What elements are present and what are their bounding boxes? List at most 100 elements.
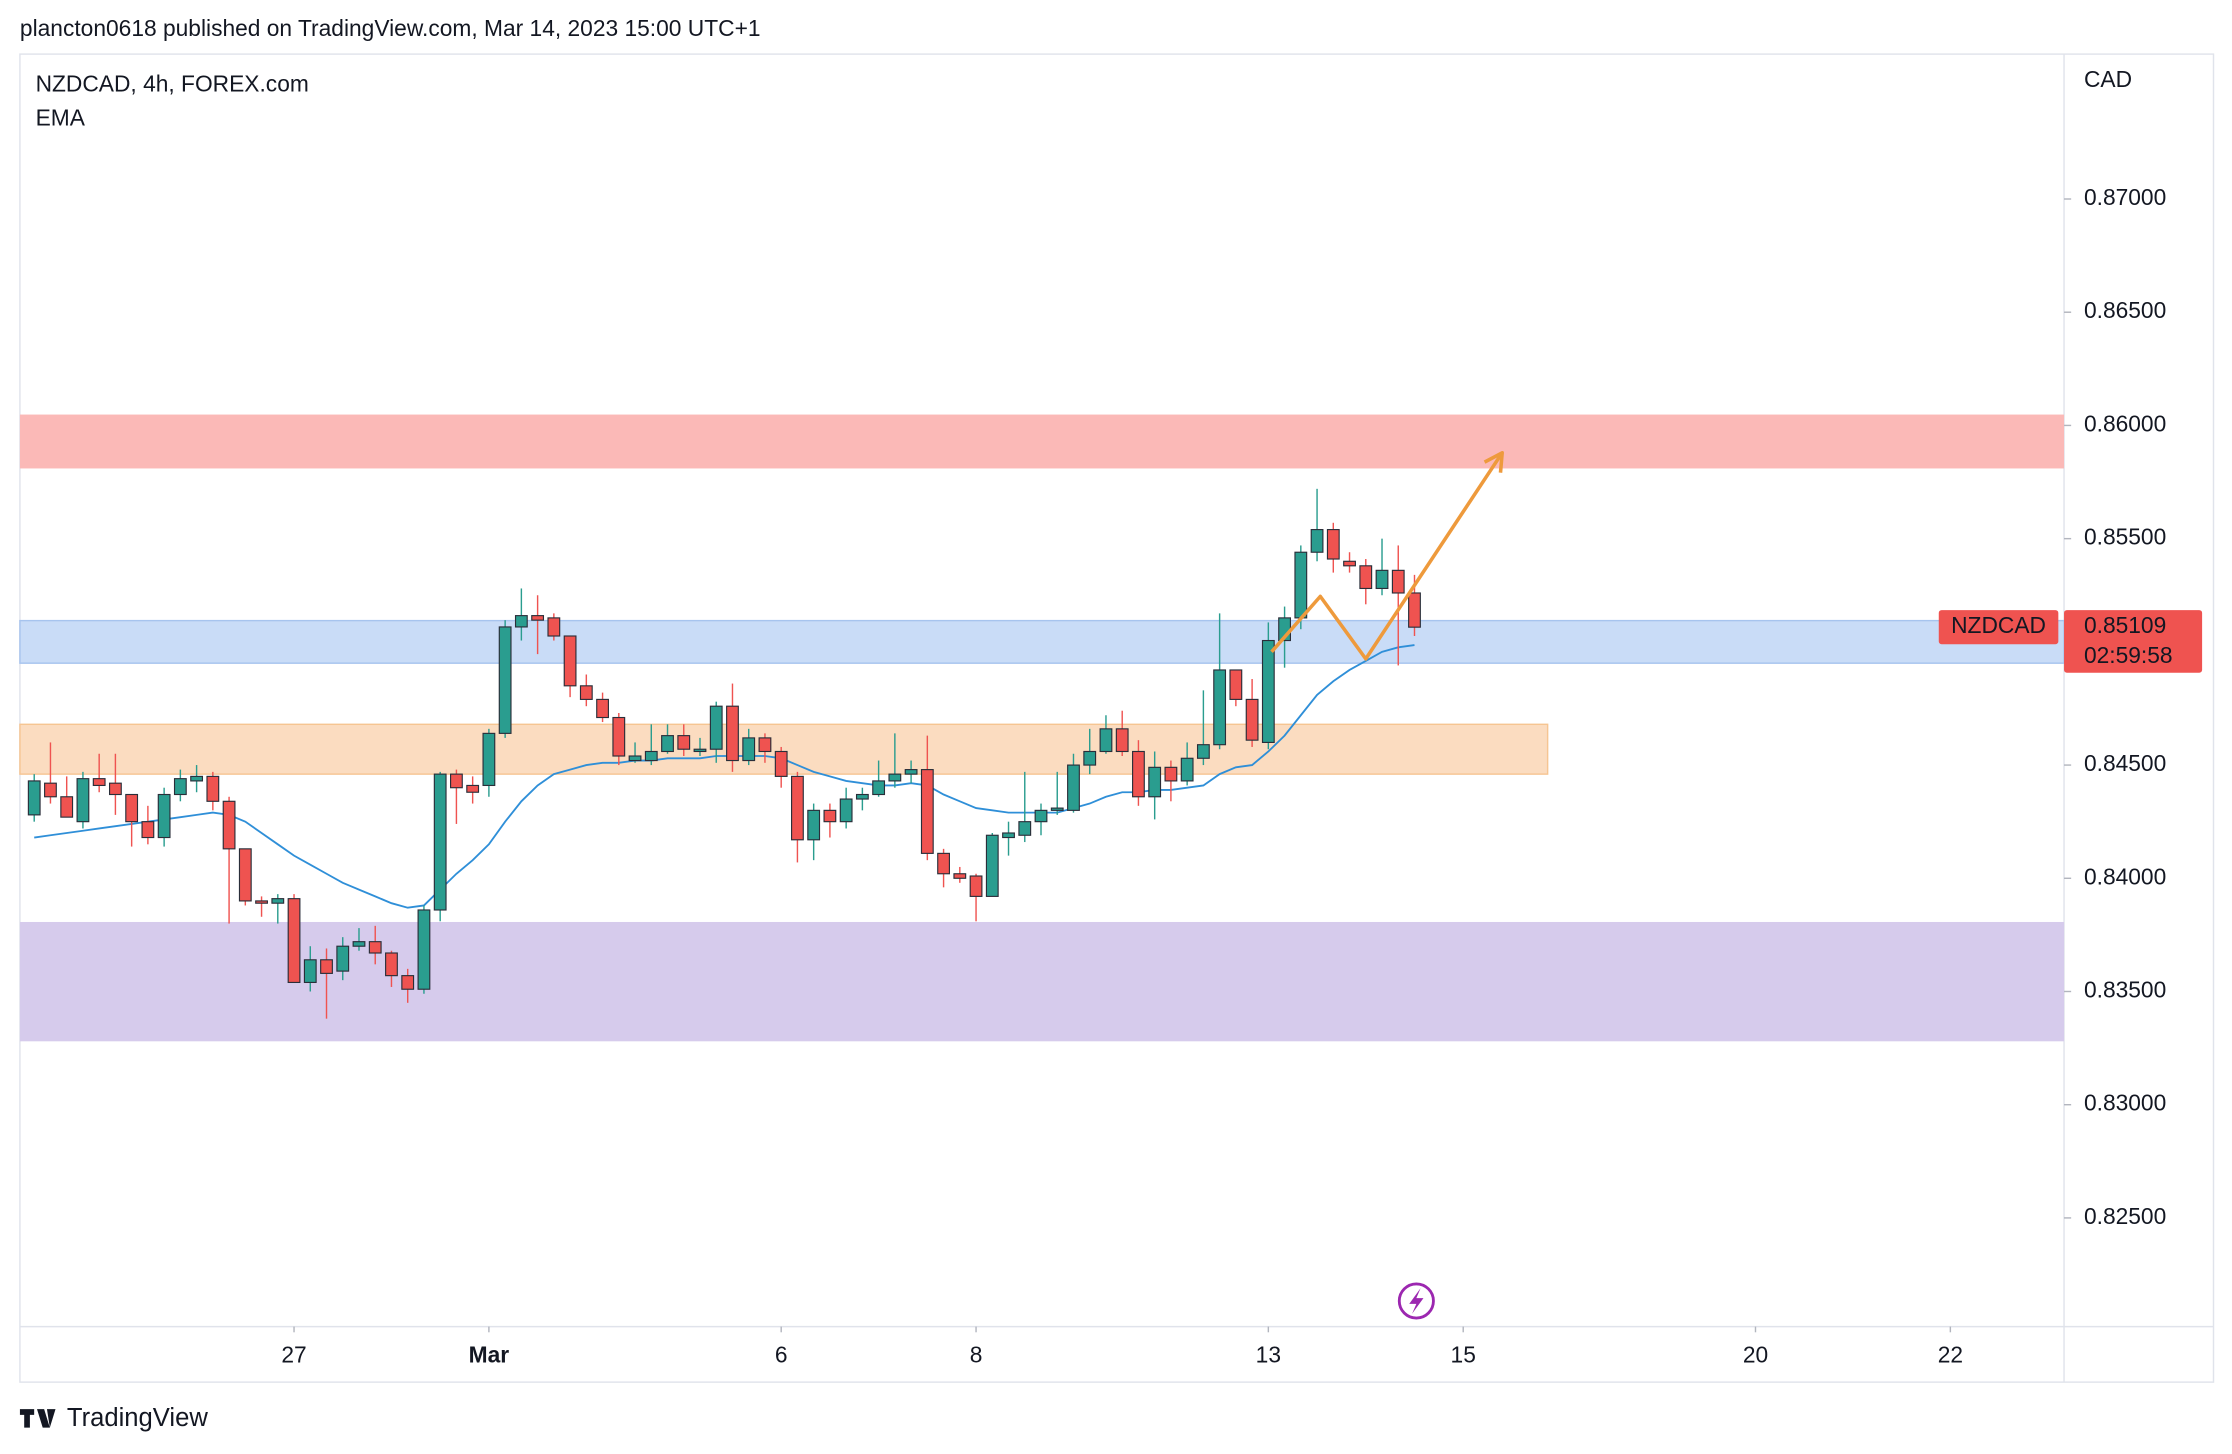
candle-body xyxy=(758,737,772,753)
price-tag xyxy=(2064,610,2203,673)
candle-body xyxy=(628,755,642,762)
x-tick-label: 6 xyxy=(775,1342,788,1368)
candle-body xyxy=(303,959,317,984)
alert-circle xyxy=(1397,1282,1435,1320)
candle-body xyxy=(661,735,674,753)
y-tick-label: 0.85500 xyxy=(2084,524,2166,550)
candle-body xyxy=(1018,821,1032,836)
candle-body xyxy=(125,793,139,823)
x-tick-label: 27 xyxy=(281,1342,306,1368)
candle-body xyxy=(1375,569,1389,590)
candle-body xyxy=(336,945,350,972)
candle-body xyxy=(76,778,90,823)
candle-body xyxy=(190,775,204,782)
y-tick-label: 0.83500 xyxy=(2084,977,2166,1003)
candle-body xyxy=(1180,757,1194,782)
candle-body xyxy=(157,793,171,839)
candle-body xyxy=(823,809,837,823)
candle-body xyxy=(466,784,480,793)
candle-body xyxy=(514,615,528,628)
x-tick-label: 13 xyxy=(1256,1342,1281,1368)
axis-currency: CAD xyxy=(2084,66,2132,92)
y-tick-label: 0.84500 xyxy=(2084,750,2166,776)
symbol-tag-label: NZDCAD xyxy=(1951,612,2046,638)
candle-body xyxy=(27,780,41,816)
logo: TradingView xyxy=(19,1404,208,1432)
candle-body xyxy=(953,873,967,879)
candle-body xyxy=(385,952,398,977)
candle-body xyxy=(482,732,496,787)
x-tick-label: 22 xyxy=(1938,1342,1963,1368)
y-tick-label: 0.86500 xyxy=(2084,297,2166,323)
candle-body xyxy=(1164,766,1178,782)
x-tick-label: 20 xyxy=(1743,1342,1768,1368)
y-tick-label: 0.82500 xyxy=(2084,1203,2166,1229)
candle-body xyxy=(1294,551,1308,619)
candle-body xyxy=(1050,807,1064,811)
candle-body xyxy=(92,778,106,787)
frame xyxy=(19,53,2215,1383)
candle-body xyxy=(401,975,415,990)
candle-body xyxy=(1196,744,1210,759)
candle-body xyxy=(141,821,155,839)
candle-body xyxy=(287,898,301,984)
header: plancton0618 published on TradingView.co… xyxy=(20,15,761,41)
candle-body xyxy=(433,773,447,911)
candle-body xyxy=(44,782,57,798)
candle-body xyxy=(222,800,236,850)
candle-body xyxy=(1391,569,1405,594)
plot-area xyxy=(19,414,2065,1042)
candle-body xyxy=(1083,750,1097,766)
candle-body xyxy=(579,685,593,700)
candle-body xyxy=(1343,560,1356,567)
candle-body xyxy=(1310,529,1324,553)
candle-body xyxy=(774,750,788,777)
projection-arrow xyxy=(1270,451,1504,661)
candle-body xyxy=(238,848,252,902)
alert-icon[interactable] xyxy=(1397,1282,1435,1320)
candle-body xyxy=(985,834,999,897)
candle-body xyxy=(1326,529,1340,560)
candle-body xyxy=(1245,698,1259,741)
candle-body xyxy=(904,769,918,775)
candle-body xyxy=(644,750,658,762)
indicator-label: EMA xyxy=(36,105,86,131)
price-tag-countdown: 02:59:58 xyxy=(2084,642,2173,668)
candle-body xyxy=(1148,766,1162,798)
candle-body xyxy=(1002,832,1015,839)
x-tick-label: 8 xyxy=(970,1342,983,1368)
candle-body xyxy=(1359,565,1373,590)
x-tick-label: Mar xyxy=(469,1342,510,1368)
candle-body xyxy=(547,617,561,637)
candle-body xyxy=(742,737,756,762)
zone xyxy=(19,414,2065,469)
candle-body xyxy=(596,698,609,719)
candle-body xyxy=(1408,592,1421,628)
footer: TradingView xyxy=(67,1404,208,1432)
candle-body xyxy=(173,778,187,796)
candle-body xyxy=(872,780,886,796)
candle-body xyxy=(855,793,869,800)
candle-body xyxy=(791,775,804,841)
y-tick-label: 0.86000 xyxy=(2084,410,2166,436)
y-tick-label: 0.87000 xyxy=(2084,184,2166,210)
y-tick-label: 0.84000 xyxy=(2084,863,2166,889)
candle-body xyxy=(677,735,691,750)
candle-body xyxy=(693,748,707,753)
candle-body xyxy=(531,615,545,621)
candle-body xyxy=(450,773,463,789)
candle-body xyxy=(1132,750,1145,798)
x-tick-label: 15 xyxy=(1451,1342,1476,1368)
candle-body xyxy=(352,941,366,947)
candle-body xyxy=(709,705,723,750)
candle-body xyxy=(108,782,122,796)
candle-body xyxy=(206,775,220,802)
candle-body xyxy=(726,705,739,762)
candle-body xyxy=(612,716,626,757)
candle-body xyxy=(1067,764,1080,811)
candle-body xyxy=(839,798,853,823)
candle-body xyxy=(1099,728,1113,753)
y-tick-label: 0.83000 xyxy=(2084,1090,2166,1116)
